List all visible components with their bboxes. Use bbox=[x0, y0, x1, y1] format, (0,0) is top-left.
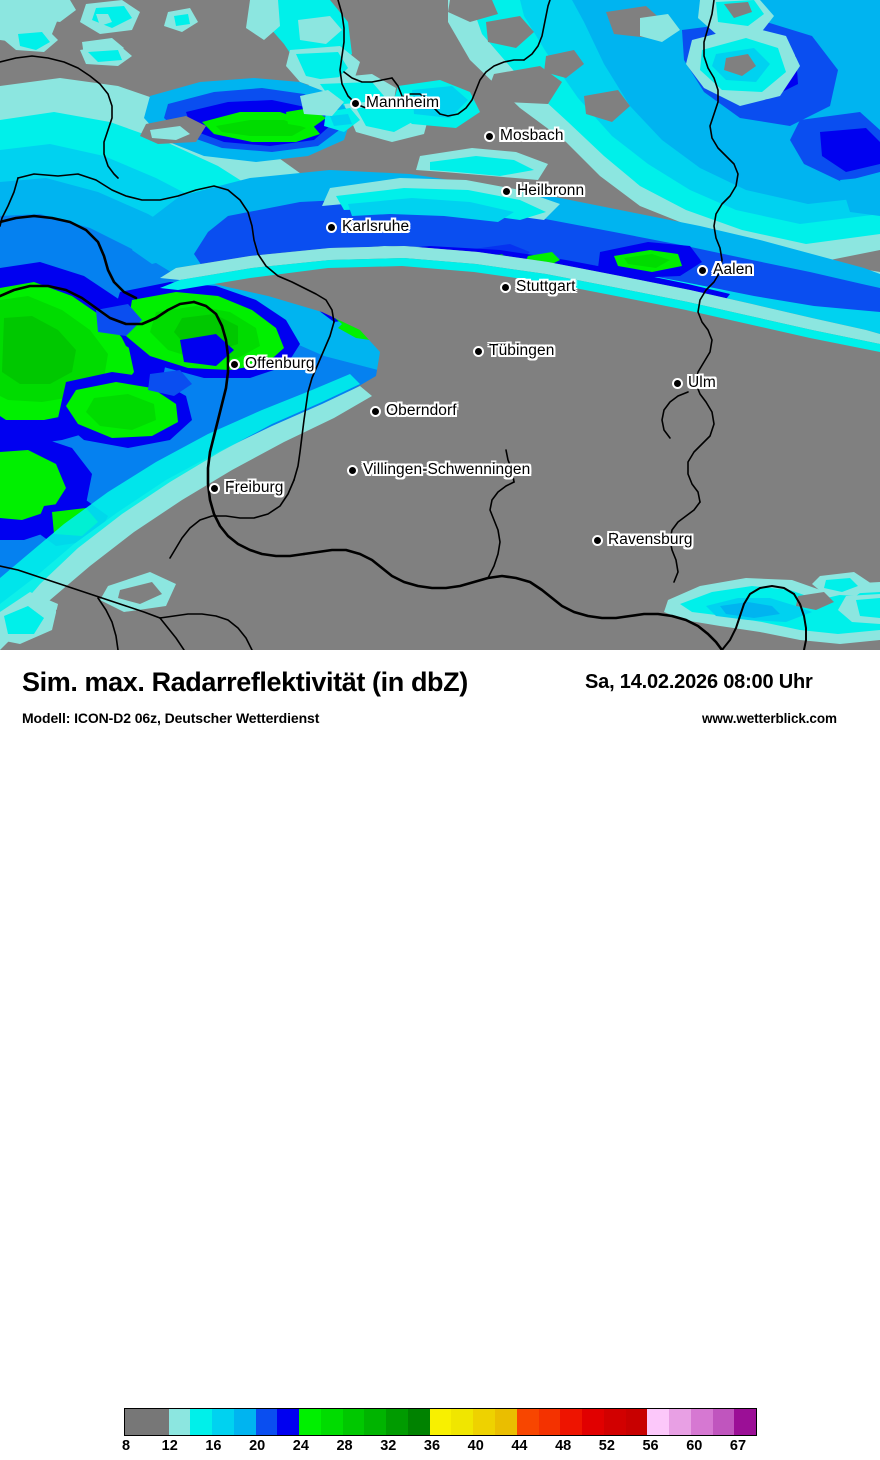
city-label: Offenburg bbox=[245, 355, 315, 372]
city-marker: Karlsruhe bbox=[326, 218, 409, 236]
city-dot-icon bbox=[484, 130, 495, 142]
city-dot-icon bbox=[350, 97, 361, 109]
city-labels-layer: Mannheim Mosbach Heilbronn Karlsruhe Stuttga… bbox=[0, 0, 880, 650]
colorbar-segment bbox=[516, 1409, 539, 1435]
city-label: Stuttgart bbox=[516, 278, 576, 295]
radar-map[interactable]: Mannheim Mosbach Heilbronn Karlsruhe Stuttga… bbox=[0, 0, 880, 650]
city-marker: Villingen-Schwenningen bbox=[347, 461, 530, 479]
city-dot-icon bbox=[347, 464, 358, 476]
colorbar-segment bbox=[299, 1409, 321, 1435]
colorbar-tick: 52 bbox=[598, 1438, 615, 1454]
colorbar-segment bbox=[538, 1409, 561, 1435]
colorbar-segment bbox=[429, 1409, 452, 1435]
colorbar-segment bbox=[386, 1409, 408, 1435]
colorbar-legend: 8 12 16 20 24 28 32 36 40 44 48 52 56 60 67 bbox=[122, 1408, 757, 1454]
colorbar-segment bbox=[125, 1409, 147, 1435]
colorbar-segment bbox=[190, 1409, 213, 1435]
city-label: Ravensburg bbox=[608, 531, 693, 548]
city-marker: Aalen bbox=[697, 261, 753, 279]
city-dot-icon bbox=[473, 345, 484, 357]
city-marker: Ulm bbox=[672, 374, 716, 392]
city-label: Oberndorf bbox=[386, 402, 457, 419]
colorbar-segment bbox=[647, 1409, 670, 1435]
colorbar-segment bbox=[407, 1409, 430, 1435]
colorbar-segment bbox=[603, 1409, 626, 1435]
city-label: Aalen bbox=[713, 261, 754, 278]
colorbar-tick: 8 bbox=[121, 1438, 131, 1454]
colorbar-segment bbox=[320, 1409, 343, 1435]
city-dot-icon bbox=[501, 185, 512, 197]
colorbar-segment bbox=[277, 1409, 300, 1435]
colorbar-segment bbox=[212, 1409, 234, 1435]
city-dot-icon bbox=[229, 358, 240, 370]
colorbar-tick: 60 bbox=[686, 1438, 703, 1454]
colorbar-segment bbox=[146, 1409, 169, 1435]
city-dot-icon bbox=[697, 264, 708, 276]
country-and-state-borders bbox=[0, 0, 807, 650]
footer-panel: Sim. max. Radarreflektivität (in dbZ) Mo… bbox=[0, 650, 880, 1454]
colorbar-segment bbox=[168, 1409, 191, 1435]
city-marker: Heilbronn bbox=[501, 182, 584, 200]
colorbar-gradient bbox=[124, 1408, 757, 1436]
colorbar-segment bbox=[625, 1409, 648, 1435]
colorbar-tick: 44 bbox=[511, 1438, 528, 1454]
colorbar-segment bbox=[560, 1409, 583, 1435]
page-title: Sim. max. Radarreflektivität (in dbZ) bbox=[22, 667, 468, 697]
colorbar-tick: 12 bbox=[161, 1438, 178, 1454]
colorbar-segment bbox=[495, 1409, 517, 1435]
city-marker: Mannheim bbox=[350, 94, 439, 112]
city-dot-icon bbox=[672, 377, 683, 389]
colorbar-segment bbox=[473, 1409, 496, 1435]
city-label: Ulm bbox=[688, 374, 716, 391]
city-marker: Oberndorf bbox=[370, 402, 457, 420]
colorbar-tick: 36 bbox=[423, 1438, 441, 1454]
colorbar-segment bbox=[734, 1409, 757, 1435]
city-dot-icon bbox=[326, 221, 337, 233]
city-label: Heilbronn bbox=[517, 182, 585, 199]
city-marker: Mosbach bbox=[484, 127, 564, 145]
website-credit: www.wetterblick.com bbox=[702, 711, 837, 726]
colorbar-tick-labels: 8 12 16 20 24 28 32 36 40 44 48 52 56 60 67 bbox=[121, 1438, 758, 1460]
colorbar-tick: 24 bbox=[292, 1438, 309, 1454]
colorbar-segment bbox=[451, 1409, 474, 1435]
colorbar-tick: 40 bbox=[467, 1438, 484, 1454]
city-label: Karlsruhe bbox=[342, 218, 410, 235]
colorbar-tick: 28 bbox=[336, 1438, 353, 1454]
city-dot-icon bbox=[209, 482, 220, 494]
colorbar-segment bbox=[364, 1409, 387, 1435]
city-dot-icon bbox=[592, 534, 603, 546]
city-label: Villingen-Schwenningen bbox=[363, 461, 531, 478]
colorbar-tick: 56 bbox=[642, 1438, 659, 1454]
colorbar-segment bbox=[582, 1409, 604, 1435]
model-subtitle: Modell: ICON-D2 06z, Deutscher Wetterdie… bbox=[22, 710, 320, 726]
valid-timestamp: Sa, 14.02.2026 08:00 Uhr bbox=[585, 671, 813, 693]
colorbar-tick: 20 bbox=[249, 1438, 266, 1454]
city-marker: Stuttgart bbox=[500, 278, 576, 296]
colorbar-segment bbox=[669, 1409, 691, 1435]
colorbar-segment bbox=[233, 1409, 256, 1435]
city-dot-icon bbox=[370, 405, 381, 417]
city-label: Mannheim bbox=[366, 94, 440, 111]
city-marker: Offenburg bbox=[229, 355, 315, 373]
city-marker: Ravensburg bbox=[592, 531, 693, 549]
city-label: Freiburg bbox=[225, 479, 284, 496]
city-label: Tübingen bbox=[489, 342, 555, 359]
colorbar-tick: 67 bbox=[729, 1438, 747, 1454]
city-dot-icon bbox=[500, 281, 511, 293]
colorbar-tick: 48 bbox=[555, 1438, 572, 1454]
colorbar-tick: 32 bbox=[380, 1438, 397, 1454]
city-label: Mosbach bbox=[500, 127, 564, 144]
colorbar-segment bbox=[712, 1409, 735, 1435]
city-marker: Tübingen bbox=[473, 342, 554, 360]
colorbar-segment bbox=[255, 1409, 278, 1435]
colorbar-segment bbox=[342, 1409, 365, 1435]
city-marker: Freiburg bbox=[209, 479, 284, 497]
colorbar-segment bbox=[690, 1409, 713, 1435]
colorbar-tick: 16 bbox=[205, 1438, 222, 1454]
